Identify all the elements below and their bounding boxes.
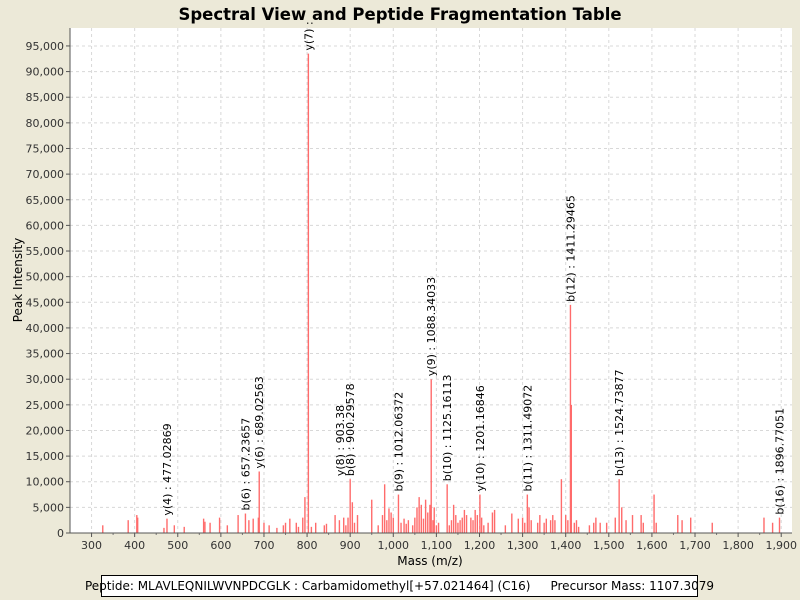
peak-annotation: y(7) : bbox=[302, 21, 315, 50]
x-tick-label: 1,400 bbox=[550, 539, 582, 552]
precursor-mass: Precursor Mass: 1107.3079 bbox=[550, 579, 715, 593]
x-tick-label: 1,700 bbox=[679, 539, 711, 552]
x-tick-label: 1,800 bbox=[722, 539, 754, 552]
y-tick-label: 45,000 bbox=[26, 296, 65, 309]
y-tick-label: 20,000 bbox=[26, 424, 65, 437]
y-tick-label: 75,000 bbox=[26, 142, 65, 155]
peptide-sequence: Peptide: MLAVLEQNILWVNPDCGLK : Carbamido… bbox=[84, 579, 531, 593]
y-tick-label: 55,000 bbox=[26, 245, 65, 258]
y-tick-label: 5,000 bbox=[33, 501, 65, 514]
peaks bbox=[102, 53, 781, 533]
chart-title: Spectral View and Peptide Fragmentation … bbox=[178, 5, 621, 24]
x-tick-label: 1,000 bbox=[378, 539, 410, 552]
y-tick-label: 70,000 bbox=[26, 168, 65, 181]
peak-annotation: b(10) : 1125.16113 bbox=[441, 375, 454, 482]
x-tick-label: 1,200 bbox=[464, 539, 496, 552]
x-tick-label: 300 bbox=[81, 539, 102, 552]
peak-annotation: b(13) : 1524.73877 bbox=[613, 369, 626, 476]
y-tick-label: 80,000 bbox=[26, 117, 65, 130]
x-tick-label: 800 bbox=[297, 539, 318, 552]
x-tick-label: 600 bbox=[210, 539, 231, 552]
peak-annotations: y(4) : 477.02869 b(6) : 657.23657 y(6) : 6… bbox=[161, 21, 787, 515]
x-tick-label: 1,600 bbox=[636, 539, 668, 552]
x-axis-label: Mass (m/z) bbox=[397, 554, 462, 568]
peak-annotation: b(16) : 1896.77051 bbox=[773, 408, 786, 515]
peak-annotation: y(9) : 1088.34033 bbox=[425, 277, 438, 376]
peak-annotation: y(10) : 1201.16846 bbox=[474, 385, 487, 491]
x-tick-label: 1,900 bbox=[765, 539, 797, 552]
x-tick-label: 1,300 bbox=[507, 539, 539, 552]
x-tick-label: 1,500 bbox=[593, 539, 625, 552]
y-tick-label: 35,000 bbox=[26, 348, 65, 361]
y-tick-label: 40,000 bbox=[26, 322, 65, 335]
y-tick-label: 50,000 bbox=[26, 271, 65, 284]
y-tick-label: 10,000 bbox=[26, 476, 65, 489]
peak-annotation: y(8) : 903.38 bbox=[334, 405, 347, 476]
peak-annotation: b(12) : 1411.29465 bbox=[564, 195, 577, 302]
y-tick-label: 85,000 bbox=[26, 91, 65, 104]
y-tick-label: 0 bbox=[57, 527, 64, 540]
peak-annotation: b(6) : 657.23657 bbox=[239, 418, 252, 511]
y-tick-label: 15,000 bbox=[26, 450, 65, 463]
x-tick-label: 1,100 bbox=[421, 539, 453, 552]
peak-annotation: y(4) : 477.02869 bbox=[161, 423, 174, 515]
y-tick-label: 65,000 bbox=[26, 194, 65, 207]
peak-annotation: b(9) : 1012.06372 bbox=[392, 392, 405, 492]
y-tick-label: 90,000 bbox=[26, 66, 65, 79]
peak-annotation: y(6) : 689.02563 bbox=[253, 376, 266, 468]
y-axis-label: Peak Intensity bbox=[11, 238, 25, 323]
grid-lines bbox=[70, 28, 792, 533]
x-tick-label: 500 bbox=[167, 539, 188, 552]
peak-annotation: b(11) : 1311.49072 bbox=[521, 385, 534, 492]
peak-annotation: b(8) : 900.29578 bbox=[344, 383, 357, 476]
x-tick-label: 400 bbox=[124, 539, 145, 552]
peptide-info-box: Peptide: MLAVLEQNILWVNPDCGLK : Carbamido… bbox=[85, 575, 714, 597]
y-tick-label: 30,000 bbox=[26, 373, 65, 386]
axes: 0 5,000 10,000 15,000 20,000 25,000 30,000 35,0… bbox=[26, 28, 797, 552]
x-tick-label: 900 bbox=[340, 539, 361, 552]
y-tick-label: 60,000 bbox=[26, 219, 65, 232]
x-tick-label: 700 bbox=[253, 539, 274, 552]
y-tick-label: 95,000 bbox=[26, 40, 65, 53]
y-tick-label: 25,000 bbox=[26, 399, 65, 412]
